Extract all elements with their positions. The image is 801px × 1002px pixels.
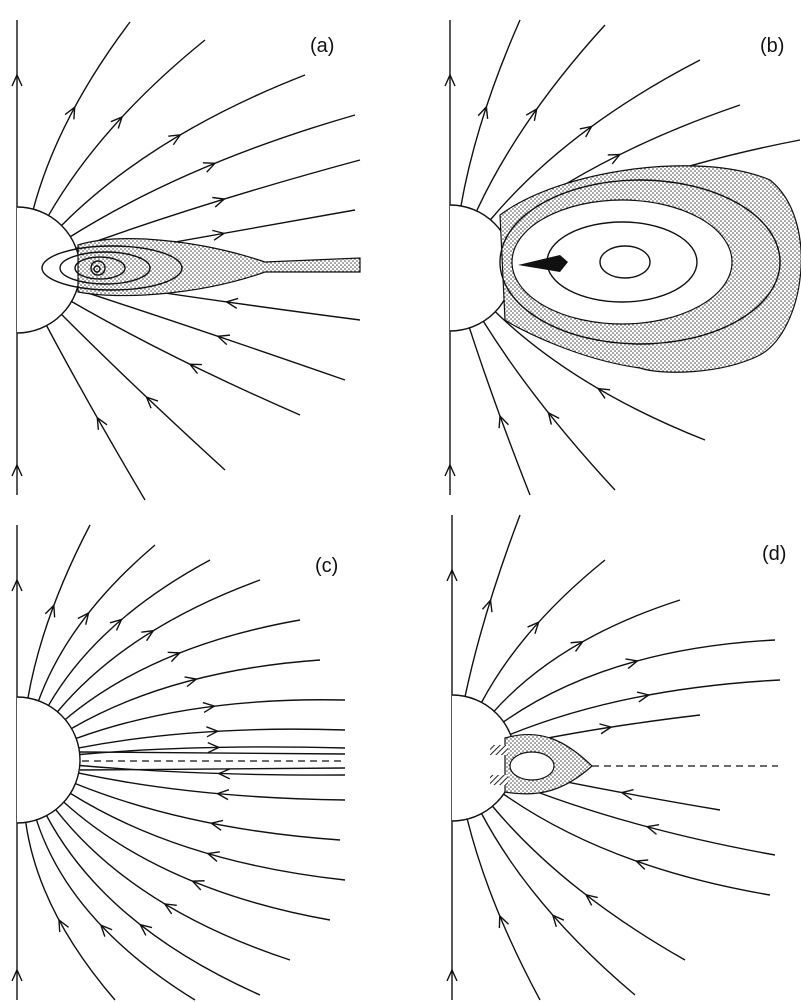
field-line: [36, 820, 195, 1000]
field-line: [482, 814, 635, 995]
field-line: [504, 640, 775, 722]
field-line: [57, 580, 260, 712]
arrowhead: [168, 135, 180, 145]
panel-label: (d): [762, 543, 786, 565]
field-line: [510, 680, 780, 734]
panel-label: (a): [310, 35, 334, 57]
panel-c-sheet: [80, 752, 345, 770]
field-line: [49, 40, 206, 215]
field-line: [62, 75, 305, 225]
arrowhead: [59, 920, 69, 932]
field-line: [49, 560, 211, 705]
field-line: [469, 328, 530, 495]
field-line: [33, 22, 130, 209]
field-line: [56, 810, 290, 960]
field-line: [26, 822, 115, 1000]
field-line: [47, 326, 145, 500]
panel-d-loop: [490, 734, 778, 793]
panel-b-loop: [500, 166, 801, 373]
arrowhead: [97, 418, 107, 430]
panel-label: (c): [315, 555, 338, 577]
star: [17, 207, 80, 333]
field-diagram: (a) (b) (c) (d): [0, 0, 801, 1002]
field-line: [47, 816, 260, 995]
arrowhead: [141, 631, 153, 641]
field-line: [504, 794, 770, 895]
field-line: [79, 773, 345, 800]
panel-label: (b): [760, 35, 784, 57]
field-line: [39, 545, 155, 701]
field-line: [65, 620, 300, 720]
field-line: [465, 515, 520, 696]
field-line: [62, 315, 225, 470]
arrowhead: [598, 389, 610, 399]
arrowhead: [165, 904, 177, 914]
field-line: [482, 560, 605, 702]
arrowhead: [571, 642, 583, 652]
field-line: [510, 782, 775, 855]
panel-a-loop: [42, 239, 360, 296]
field-line: [28, 525, 90, 698]
field-line: [79, 729, 345, 748]
field-line: [77, 289, 345, 380]
field-line: [461, 20, 520, 206]
field-line: [70, 115, 355, 237]
field-line: [72, 660, 320, 729]
